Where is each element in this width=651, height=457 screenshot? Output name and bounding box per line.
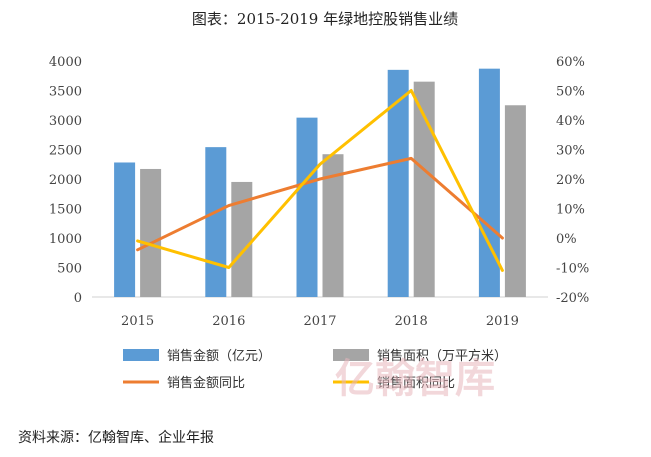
y-tick-label: 0 xyxy=(74,291,82,306)
x-tick-label: 2018 xyxy=(395,314,428,329)
y2-tick-label: -20% xyxy=(556,291,589,306)
bar xyxy=(114,162,136,297)
source-note: 资料来源：亿翰智库、企业年报 xyxy=(18,429,214,446)
bar xyxy=(205,147,227,297)
y2-tick-label: 60% xyxy=(556,55,585,70)
y2-tick-label: 0% xyxy=(556,232,577,247)
bar xyxy=(504,105,526,297)
y2-tick-label: 10% xyxy=(556,203,585,218)
y2-tick-label: 20% xyxy=(556,173,585,188)
legend-label: 销售金额同比 xyxy=(167,375,245,391)
y2-tick-label: 40% xyxy=(556,114,585,129)
y-tick-label: 3000 xyxy=(49,114,82,129)
y-axis-right: -20% -10% 0% 10% 20% 30% 40% 50% 60% xyxy=(556,55,589,306)
y-tick-label: 1000 xyxy=(49,232,82,247)
bar xyxy=(140,168,162,297)
bar xyxy=(296,117,318,297)
legend-swatch xyxy=(123,349,159,361)
x-tick-label: 2019 xyxy=(486,314,519,329)
y-tick-label: 4000 xyxy=(49,55,82,70)
legend: 销售金额（亿元） 销售面积（万平方米） 销售金额同比 销售面积同比 xyxy=(123,348,507,391)
chart-title: 图表：2015-2019 年绿地控股销售业绩 xyxy=(192,10,458,28)
y2-tick-label: 50% xyxy=(556,85,585,100)
bar xyxy=(387,69,409,297)
legend-label: 销售面积同比 xyxy=(377,375,455,391)
y-tick-label: 3500 xyxy=(49,85,82,100)
legend-label: 销售金额（亿元） xyxy=(167,348,271,364)
bar xyxy=(231,181,253,297)
y-tick-label: 2500 xyxy=(49,144,82,159)
line-series xyxy=(136,89,504,272)
watermark-text: 亿翰智库 xyxy=(335,356,495,402)
bar xyxy=(413,81,435,298)
y2-tick-label: -10% xyxy=(556,262,589,277)
y2-tick-label: 30% xyxy=(556,144,585,159)
y-tick-label: 2000 xyxy=(49,173,82,188)
y-tick-label: 1500 xyxy=(49,203,82,218)
bar-series xyxy=(114,68,526,298)
x-tick-label: 2017 xyxy=(303,314,336,329)
x-tick-label: 2016 xyxy=(212,314,245,329)
series-line xyxy=(136,89,504,272)
legend-swatch xyxy=(333,349,369,361)
series-line xyxy=(136,156,504,252)
x-tick-label: 2015 xyxy=(121,314,154,329)
watermark: 亿翰智库 xyxy=(335,356,495,402)
x-axis: 2015 2016 2017 2018 2019 xyxy=(121,314,519,329)
legend-label: 销售面积（万平方米） xyxy=(377,348,507,364)
y-tick-label: 500 xyxy=(57,262,82,277)
bar xyxy=(478,68,500,297)
y-axis-left: 0 500 1000 1500 2000 2500 3000 3500 4000 xyxy=(49,55,82,306)
bar xyxy=(322,154,344,297)
